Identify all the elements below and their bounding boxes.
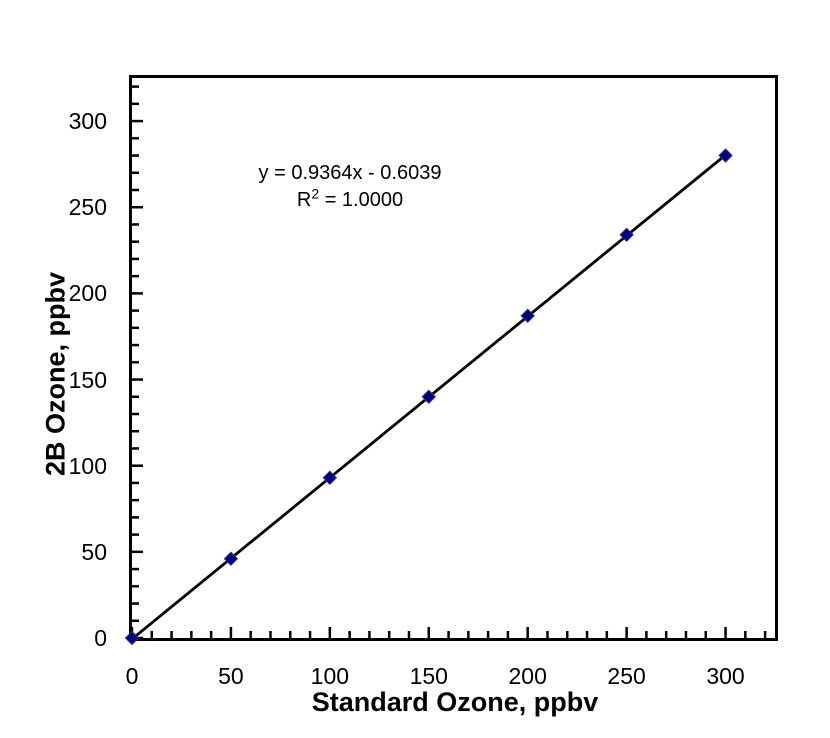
- y-tick-label: 200: [68, 280, 107, 307]
- r-squared-label: R2 = 1.0000: [210, 185, 490, 214]
- y-tick-label: 250: [68, 194, 107, 221]
- r-squared-exponent: 2: [311, 185, 320, 202]
- x-tick-label: 50: [218, 663, 244, 689]
- y-tick-label: 50: [81, 538, 107, 565]
- y-tick-label: 0: [94, 625, 107, 651]
- x-tick-label: 250: [607, 663, 646, 689]
- y-tick-label: 150: [68, 366, 107, 393]
- data-point-marker: [421, 389, 436, 404]
- x-tick-label: 150: [409, 663, 448, 689]
- x-tick-label: 200: [508, 663, 547, 689]
- data-point-marker: [718, 148, 733, 163]
- y-tick-label: 100: [68, 452, 107, 479]
- data-point-marker: [520, 308, 535, 323]
- chart-canvas: [124, 85, 767, 646]
- plot-area: [124, 75, 778, 646]
- trendline-annotation: y = 0.9364x - 0.6039 R2 = 1.0000: [210, 160, 490, 214]
- y-tick-label: 300: [68, 108, 107, 135]
- data-point-marker: [322, 470, 338, 485]
- x-tick-label: 300: [706, 663, 745, 689]
- data-point-marker: [223, 551, 239, 566]
- data-point-marker: [124, 630, 140, 646]
- trendline-equation: y = 0.9364x - 0.6039: [258, 162, 442, 184]
- data-point-marker: [619, 227, 634, 243]
- x-axis-title: Standard Ozone, ppbv: [311, 687, 599, 717]
- x-tick-label: 100: [310, 663, 350, 689]
- x-tick-label: 0: [125, 663, 139, 689]
- r-squared-base: R: [296, 189, 312, 211]
- r-squared-value: = 1.0000: [319, 189, 404, 211]
